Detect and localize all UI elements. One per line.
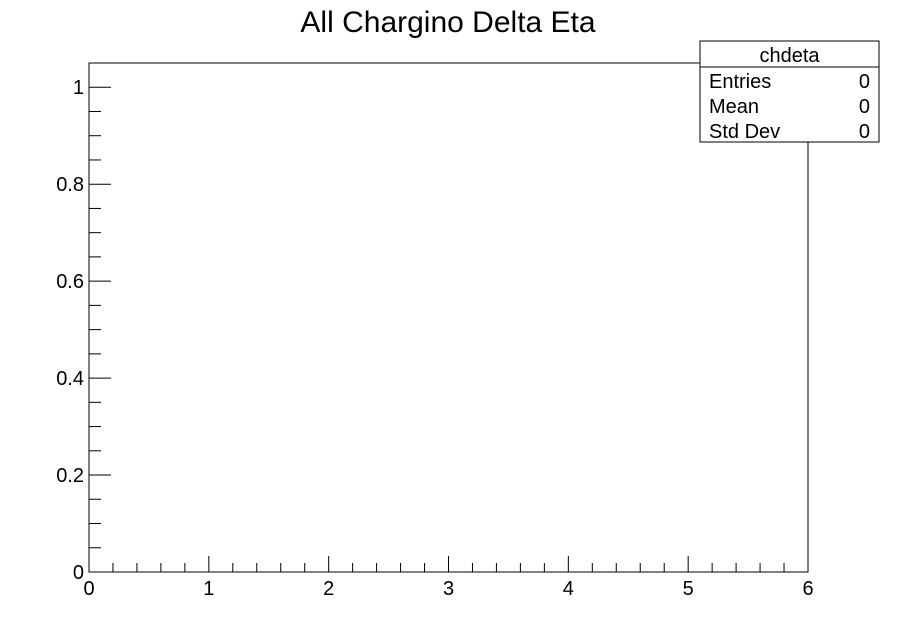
- x-tick-label: 6: [802, 578, 813, 600]
- stats-mean-value: 0: [859, 96, 870, 118]
- x-tick-label: 5: [683, 578, 694, 600]
- stats-box-frame: [699, 40, 880, 143]
- stats-stddev-label: Std Dev: [709, 121, 780, 143]
- stats-box-name: chdeta: [759, 45, 820, 67]
- y-tick-label: 1: [73, 77, 84, 99]
- stats-mean-label: Mean: [709, 96, 759, 118]
- y-tick-label: 0.4: [56, 368, 84, 390]
- y-axis: 0 0.2 0.4 0.6 0.8 1: [56, 62, 111, 584]
- x-axis: 0 1 2 3 4 5 6: [83, 556, 814, 600]
- stats-entries-label: Entries: [709, 71, 771, 93]
- x-tick-label: 2: [323, 578, 334, 600]
- x-tick-label: 4: [563, 578, 574, 600]
- x-tick-label: 1: [203, 578, 214, 600]
- y-tick-label: 0: [73, 562, 84, 584]
- stats-stddev-value: 0: [859, 121, 870, 143]
- x-tick-label: 0: [83, 578, 94, 600]
- x-tick-label: 3: [443, 578, 454, 600]
- y-tick-label: 0.6: [56, 271, 84, 293]
- y-tick-label: 0.8: [56, 174, 84, 196]
- stats-box: chdeta Entries 0 Mean 0 Std Dev 0: [699, 40, 880, 143]
- stats-entries-value: 0: [859, 71, 870, 93]
- y-tick-label: 0.2: [56, 465, 84, 487]
- chart-title: All Chargino Delta Eta: [300, 6, 595, 39]
